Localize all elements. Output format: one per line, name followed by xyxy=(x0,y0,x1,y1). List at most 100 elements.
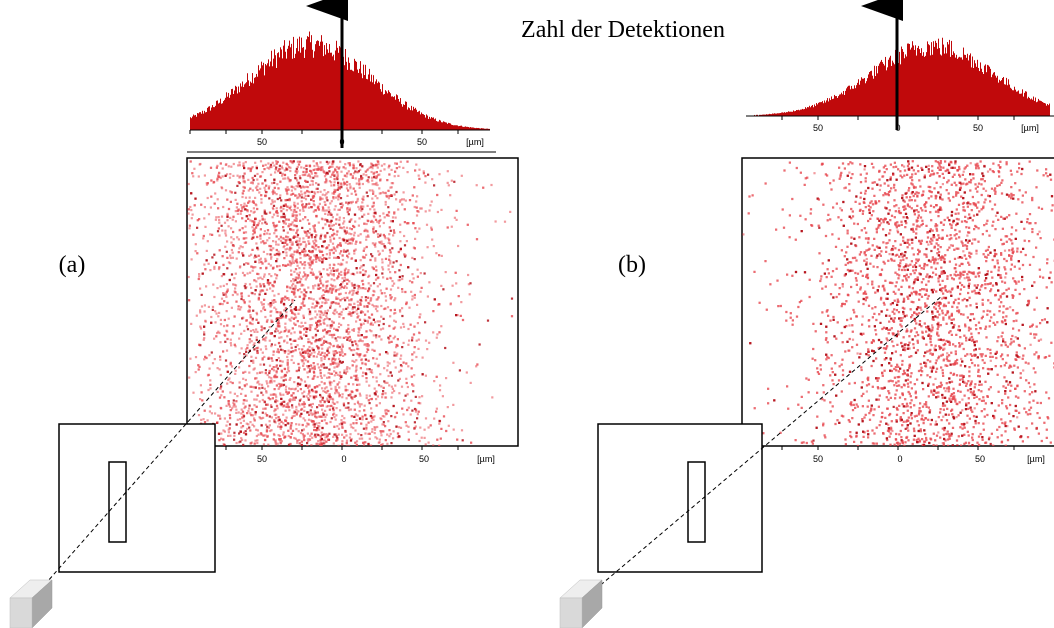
scatter-a-point xyxy=(216,179,219,182)
scatter-a-point xyxy=(226,337,229,341)
scatter-a-point xyxy=(377,160,380,163)
scatter-a-point xyxy=(323,240,326,243)
scatter-a-point xyxy=(288,165,291,169)
scatter-a-point xyxy=(287,188,290,191)
scatter-a-point xyxy=(332,274,335,277)
scatter-a-point xyxy=(337,302,340,305)
scatter-a-point xyxy=(239,430,242,433)
scatter-a-point xyxy=(257,298,260,301)
scatter-a-point xyxy=(401,203,404,206)
scatter-a-point xyxy=(353,348,356,352)
scatter-a-point xyxy=(324,436,327,439)
scatter-a-point xyxy=(260,241,263,244)
scatter-a-point xyxy=(252,309,255,312)
scatter-a-point xyxy=(319,306,322,309)
scatter-a-point xyxy=(293,381,296,384)
scatter-a-point xyxy=(249,412,252,415)
scatter-a-point xyxy=(367,282,370,285)
scatter-a-point xyxy=(283,373,287,377)
scatter-a-point xyxy=(278,418,281,421)
scatter-a-point xyxy=(314,238,317,241)
scatter-a-point xyxy=(332,350,335,353)
scatter-a-point xyxy=(331,173,334,176)
scatter-a-point xyxy=(331,401,334,404)
scatter-a-point xyxy=(310,172,313,175)
scatter-a-point xyxy=(326,220,329,223)
scatter-a-point xyxy=(340,170,343,173)
scatter-a-point xyxy=(315,416,318,419)
scatter-a-point xyxy=(345,367,348,370)
scatter-a-point xyxy=(305,233,308,236)
scatter-a-point xyxy=(312,376,315,379)
scatter-a-point xyxy=(349,303,352,306)
scatter-a-point xyxy=(306,386,310,389)
scatter-a-point xyxy=(375,398,378,401)
scatter-a-point xyxy=(232,325,235,328)
scatter-a-point xyxy=(303,380,307,383)
scatter-a-point xyxy=(423,436,426,439)
scatter-a-points xyxy=(187,160,514,446)
scatter-a-point xyxy=(214,321,217,324)
scatter-a-point xyxy=(271,289,274,293)
scatter-a-point xyxy=(282,207,285,210)
scatter-a-point xyxy=(357,340,360,343)
scatter-a-point xyxy=(231,244,234,247)
scatter-a-point xyxy=(358,405,361,408)
scatter-a-point xyxy=(397,286,400,289)
scatter-a-point xyxy=(356,171,359,174)
scatter-a-point xyxy=(304,350,307,353)
scatter-a-point xyxy=(298,423,301,426)
histogram-a-bar xyxy=(202,110,203,130)
scatter-a-point xyxy=(418,227,421,230)
scatter-a-point xyxy=(310,324,313,327)
histogram-a-bar xyxy=(277,53,278,130)
scatter-a-point xyxy=(334,337,337,340)
scatter-a-point xyxy=(348,220,351,223)
histogram-a-bar xyxy=(303,47,304,130)
scatter-a-point xyxy=(273,413,276,416)
scatter-a-point xyxy=(270,376,273,380)
scatter-a-point xyxy=(336,188,339,191)
scatter-a-point xyxy=(255,377,258,380)
scatter-a-point xyxy=(398,165,401,169)
scatter-a-point xyxy=(375,181,378,184)
scatter-a-point xyxy=(250,340,253,343)
scatter-a-point xyxy=(370,330,373,333)
scatter-a-point xyxy=(388,384,391,387)
histogram-a-bar xyxy=(363,64,364,130)
scatter-a-point xyxy=(320,337,323,340)
histogram-a-bar xyxy=(443,121,444,130)
scatter-a-point xyxy=(240,437,243,440)
scatter-a-point xyxy=(343,270,347,273)
scatter-a-point xyxy=(341,254,344,257)
histogram-a-bar xyxy=(192,116,193,130)
scatter-a-point xyxy=(372,418,375,421)
scatter-a-point xyxy=(378,335,381,338)
scatter-a-point xyxy=(254,203,257,206)
scatter-a-point xyxy=(225,250,228,253)
scatter-a-point xyxy=(313,367,316,370)
scatter-a-point xyxy=(435,252,438,255)
scatter-a-point xyxy=(347,382,350,386)
scatter-a-point xyxy=(239,421,242,425)
scatter-a-point xyxy=(387,374,390,378)
scatter-a-point xyxy=(283,367,286,370)
scatter-a-point xyxy=(419,207,422,210)
scatter-a-point xyxy=(306,219,309,222)
scatter-a-point xyxy=(248,300,251,303)
scatter-a-point xyxy=(299,306,302,309)
scatter-a-point xyxy=(398,200,402,203)
scatter-a-point xyxy=(380,242,383,245)
scatter-a-point xyxy=(290,309,293,312)
scatter-a-point xyxy=(279,236,283,239)
scatter-a-point xyxy=(281,315,284,318)
scatter-a-point xyxy=(319,400,322,403)
scatter-a-point xyxy=(245,383,248,386)
scatter-a-point xyxy=(351,390,354,394)
scatter-a-point xyxy=(388,255,391,258)
scatter-a-point xyxy=(353,360,356,363)
scatter-a-point xyxy=(319,287,322,290)
scatter-a-point xyxy=(394,366,397,369)
scatter-a-point xyxy=(334,387,337,391)
scatter-a-point xyxy=(241,359,244,363)
